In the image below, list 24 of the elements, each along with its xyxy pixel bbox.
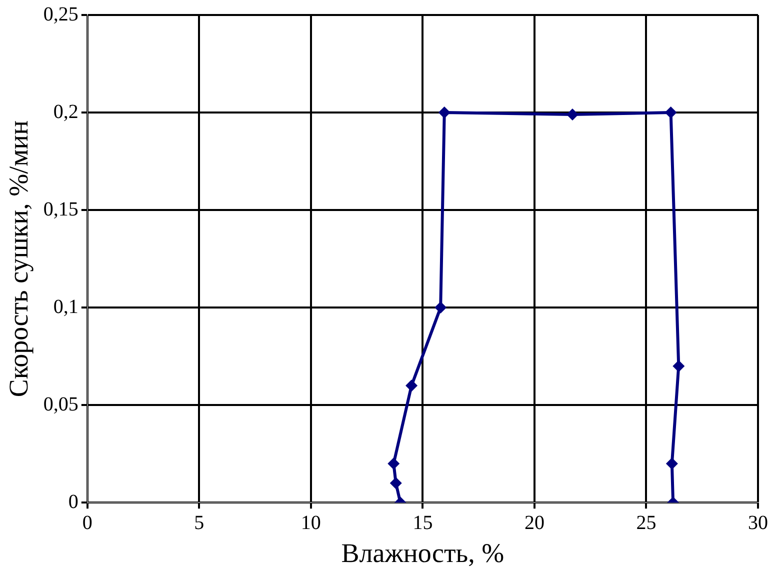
point — [388, 458, 400, 470]
x-tick-label: 5 — [194, 512, 204, 534]
y-axis-title: Скорость сушки, %/мин — [3, 120, 34, 398]
y-tick-label: 0,15 — [43, 198, 78, 220]
x-tick-label: 15 — [412, 512, 433, 534]
point — [434, 302, 447, 314]
x-tick-label: 25 — [636, 512, 656, 534]
point — [664, 106, 677, 119]
y-tick-label: 0,1 — [53, 296, 78, 318]
point — [666, 458, 678, 470]
point — [672, 360, 685, 372]
x-tick-label: 20 — [524, 512, 544, 534]
point — [438, 106, 450, 119]
x-axis-title: Влажность, % — [341, 538, 504, 568]
y-tick-label: 0 — [68, 490, 78, 513]
x-tick-label: 30 — [748, 512, 768, 534]
y-tick-label: 0,2 — [53, 100, 78, 123]
point — [566, 108, 578, 120]
y-tick-label: 0,25 — [43, 3, 78, 26]
y-tick-label: 0,05 — [43, 393, 78, 416]
point — [406, 380, 418, 392]
x-tick-label: 0 — [82, 512, 92, 534]
x-tick-label: 10 — [300, 512, 321, 534]
point — [390, 477, 402, 490]
